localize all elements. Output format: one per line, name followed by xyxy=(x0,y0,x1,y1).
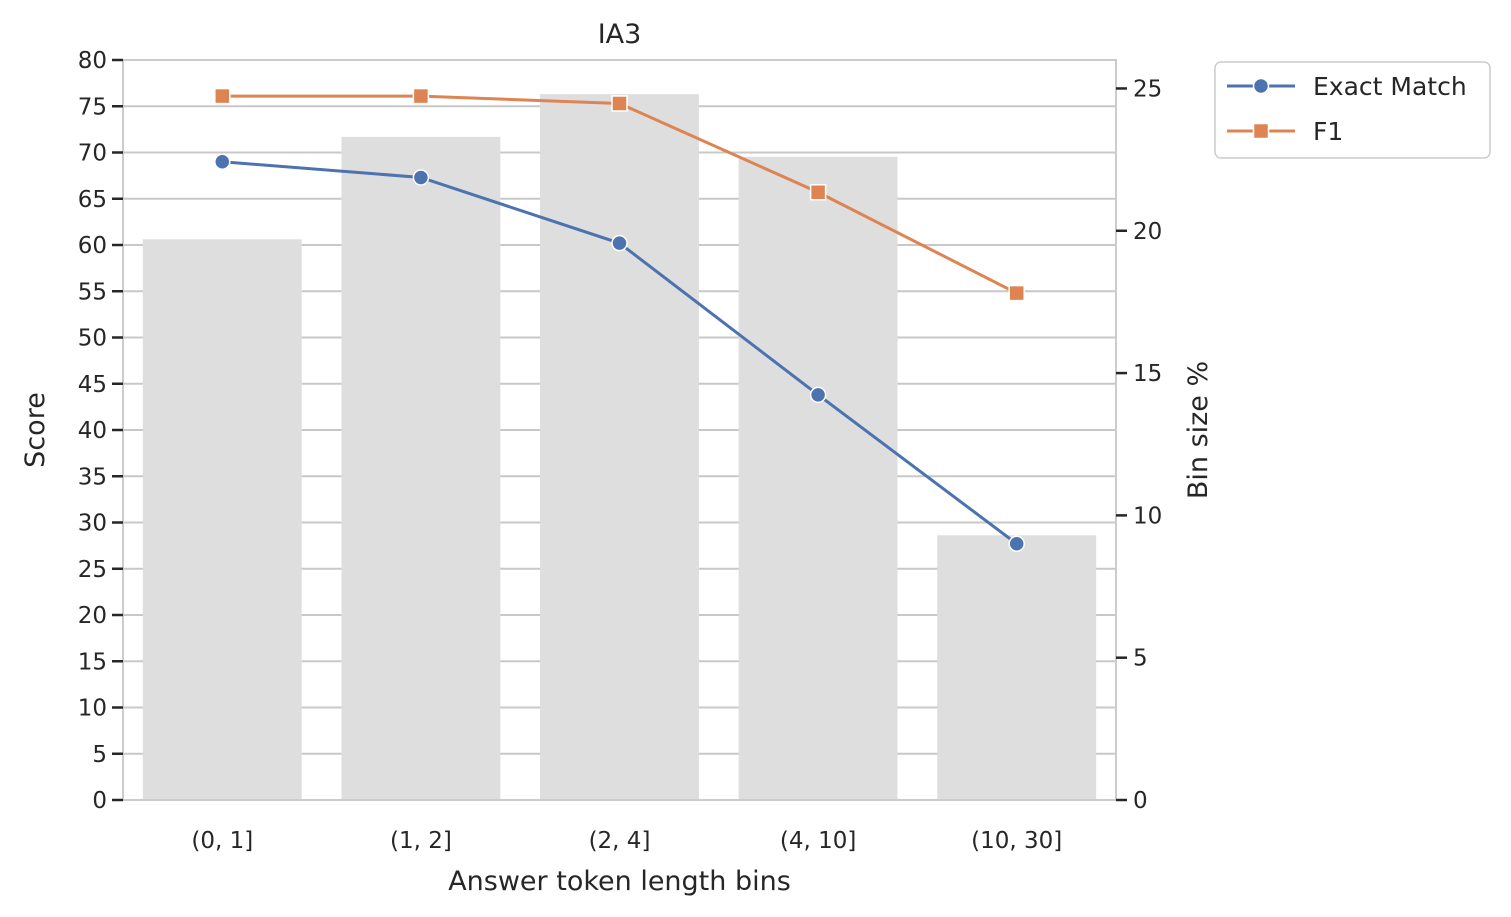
y-axis-right: 0 5 10 15 20 25 xyxy=(1116,76,1162,814)
bin-size-bars xyxy=(142,94,1097,801)
y-axis-left: 0 5 10 15 20 25 30 35 40 45 50 55 60 65 70 75 80 xyxy=(78,48,123,814)
y-tick-label: 20 xyxy=(78,603,107,629)
y-tick-label: 25 xyxy=(78,557,107,583)
y-tick-label: 5 xyxy=(92,742,107,768)
y2-tick-label: 5 xyxy=(1133,646,1148,672)
y-tick-label: 15 xyxy=(78,649,107,675)
y-tick-label: 0 xyxy=(92,788,107,814)
y2-tick-label: 20 xyxy=(1133,219,1162,245)
exact-match-point xyxy=(809,386,827,404)
x-axis: (0, 1] (1, 2] (2, 4] (4, 10] (10, 30] xyxy=(191,828,1062,854)
y-axis-label: Score xyxy=(20,392,51,468)
exact-match-point xyxy=(412,169,430,186)
legend: Exact Match F1 xyxy=(1214,61,1491,159)
legend-marker-f1 xyxy=(1252,122,1270,140)
y-tick-label: 70 xyxy=(78,141,107,167)
score-lines xyxy=(214,87,1025,553)
x-tick-label: (4, 10] xyxy=(780,828,856,854)
y-tick-label: 40 xyxy=(78,418,107,444)
bin-size-bar xyxy=(341,136,501,800)
chart-title: IA3 xyxy=(598,19,642,50)
f1-point xyxy=(809,184,827,201)
y-tick-label: 60 xyxy=(78,233,107,259)
y-tick-label: 50 xyxy=(78,326,107,352)
legend-label-f1: F1 xyxy=(1313,117,1343,146)
y2-tick-label: 10 xyxy=(1133,503,1162,529)
legend-marker-exact-match xyxy=(1252,77,1270,95)
y2-tick-label: 0 xyxy=(1133,788,1148,814)
exact-match-point xyxy=(1008,535,1025,553)
y2-tick-label: 15 xyxy=(1133,361,1162,387)
bin-size-bar xyxy=(142,239,302,801)
y-tick-label: 30 xyxy=(78,511,107,537)
y2-tick-label: 25 xyxy=(1133,76,1162,102)
legend-label-exact-match: Exact Match xyxy=(1313,72,1467,101)
y-tick-label: 75 xyxy=(78,94,107,120)
x-axis-label: Answer token length bins xyxy=(448,866,791,897)
bin-size-bar xyxy=(738,156,898,800)
y2-axis-label: Bin size % xyxy=(1183,361,1214,499)
bin-size-bar xyxy=(540,94,699,800)
x-tick-label: (2, 4] xyxy=(589,828,651,854)
f1-point xyxy=(412,87,430,105)
x-tick-label: (0, 1] xyxy=(191,828,253,854)
exact-match-point xyxy=(611,234,628,252)
f1-point xyxy=(1008,284,1025,302)
bin-size-bar xyxy=(937,535,1097,800)
y-tick-label: 65 xyxy=(78,187,107,213)
y-tick-label: 35 xyxy=(78,464,107,490)
y-tick-label: 80 xyxy=(78,48,107,74)
f1-point xyxy=(214,87,231,105)
exact-match-point xyxy=(214,153,231,170)
f1-point xyxy=(611,95,628,112)
y-tick-label: 55 xyxy=(78,279,107,305)
y-tick-label: 10 xyxy=(78,696,107,722)
x-tick-label: (10, 30] xyxy=(971,828,1062,854)
x-tick-label: (1, 2] xyxy=(390,828,452,854)
y-tick-label: 45 xyxy=(78,372,107,398)
